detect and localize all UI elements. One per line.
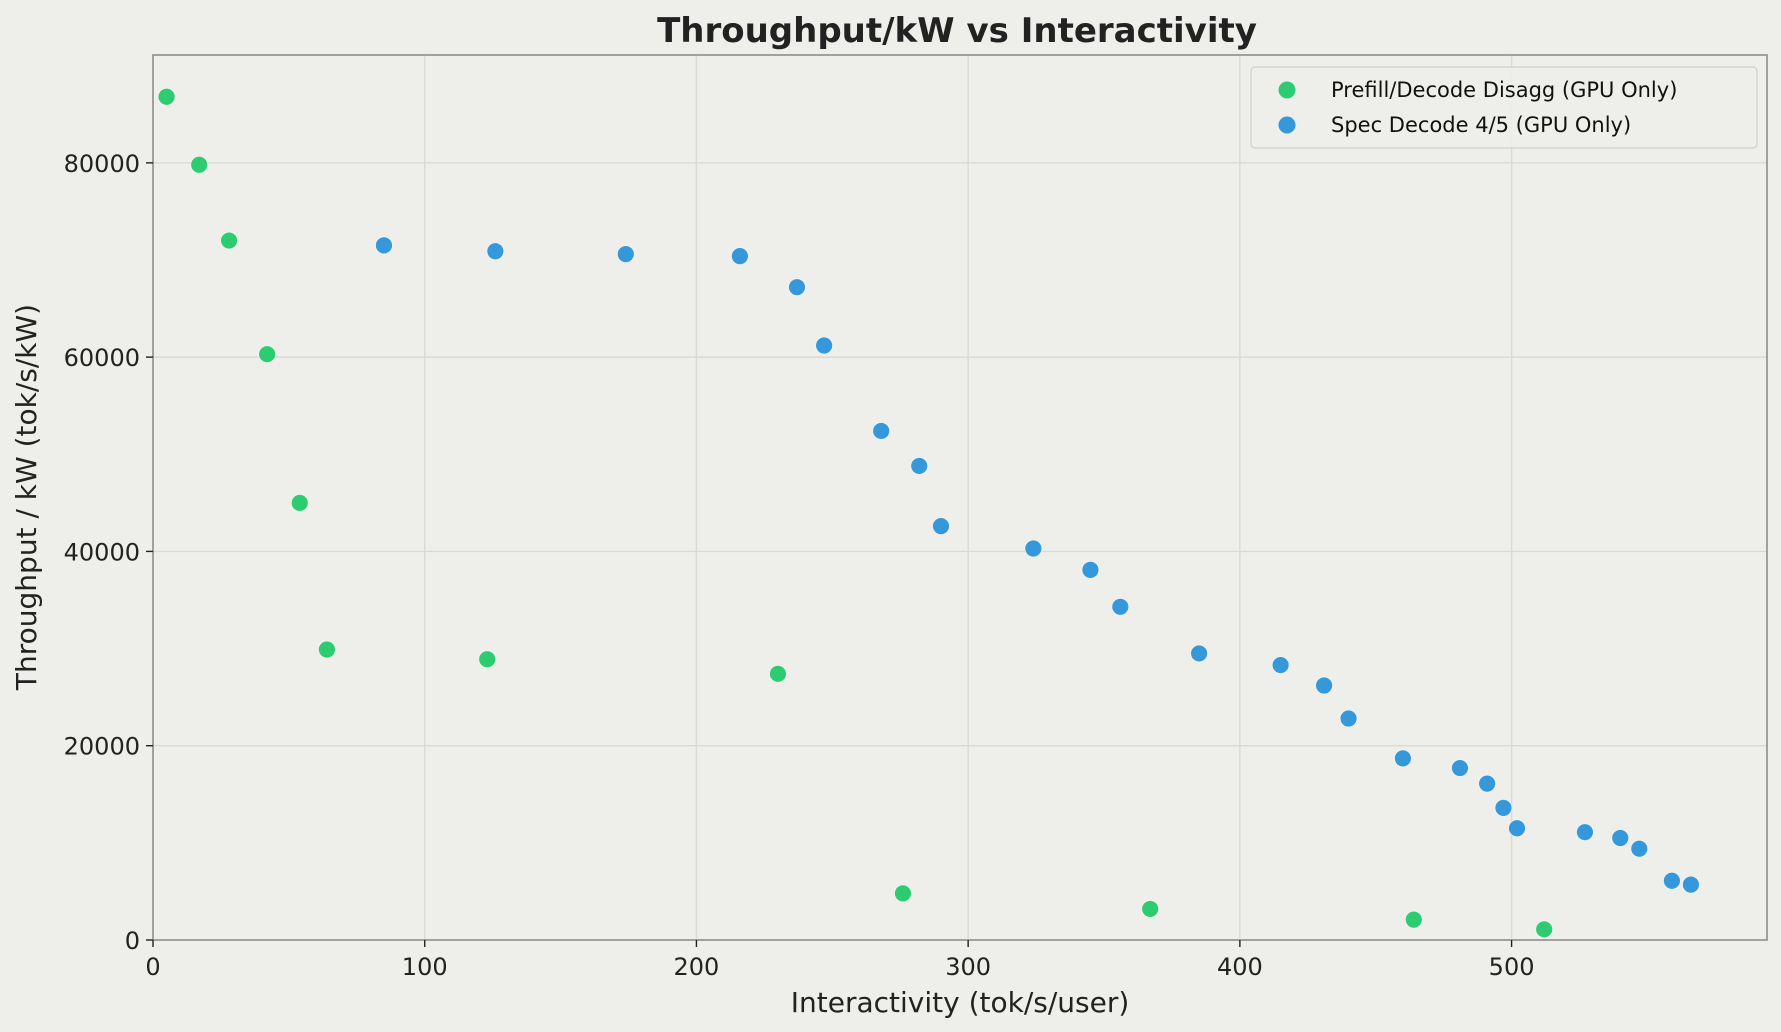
point-spec-decode <box>1339 709 1358 728</box>
point-spec-decode <box>788 278 806 297</box>
plot-frame <box>152 54 1768 941</box>
point-spec-decode <box>486 242 505 261</box>
point-spec-decode <box>1682 875 1700 894</box>
legend-marker-prefill-decode <box>1278 81 1296 99</box>
point-spec-decode <box>910 457 929 475</box>
point-spec-decode <box>1494 798 1513 817</box>
point-spec-decode <box>731 247 749 265</box>
point-spec-decode <box>616 245 635 264</box>
x-tick-label: 400 <box>1217 953 1263 981</box>
point-spec-decode <box>1478 774 1497 793</box>
point-spec-decode <box>1611 829 1630 847</box>
chart-title: Throughput/kW vs Interactivity <box>657 11 1257 51</box>
y-axis-ticks: 0 20000 40000 60000 80000 <box>64 150 153 955</box>
legend: Prefill/Decode Disagg (GPU Only) Spec De… <box>1250 66 1758 149</box>
y-tick-label: 0 <box>125 927 140 955</box>
point-spec-decode <box>1271 656 1290 674</box>
point-spec-decode <box>1024 539 1043 558</box>
y-tick-label: 40000 <box>64 538 140 566</box>
x-tick-label: 0 <box>145 953 160 981</box>
point-prefill-decode <box>769 664 787 683</box>
y-tick-label: 20000 <box>64 733 140 761</box>
point-prefill-decode <box>157 87 176 106</box>
point-prefill-decode <box>1404 910 1423 929</box>
x-axis-ticks: 0 100 200 300 400 500 <box>145 940 1534 981</box>
legend-label-spec-decode: Spec Decode 4/5 (GPU Only) <box>1331 113 1631 137</box>
point-spec-decode <box>1111 597 1130 616</box>
y-tick-label: 80000 <box>64 150 140 178</box>
y-tick-label: 60000 <box>64 344 140 372</box>
point-prefill-decode <box>1141 900 1160 918</box>
point-spec-decode <box>1393 749 1412 768</box>
legend-marker-spec-decode <box>1278 116 1296 134</box>
point-prefill-decode <box>220 231 238 250</box>
x-tick-label: 200 <box>674 953 720 981</box>
gridlines <box>153 55 1767 940</box>
x-tick-label: 300 <box>945 953 991 981</box>
point-prefill-decode <box>1535 920 1554 939</box>
point-spec-decode <box>1630 839 1649 858</box>
data-points <box>157 87 1700 939</box>
point-spec-decode <box>1662 871 1681 890</box>
point-prefill-decode <box>894 884 912 903</box>
point-spec-decode <box>932 517 950 536</box>
point-prefill-decode <box>190 155 209 174</box>
legend-box <box>1250 66 1758 149</box>
point-spec-decode <box>1190 644 1209 663</box>
y-axis-label: Throughput / kW (tok/s/kW) <box>10 304 43 691</box>
point-prefill-decode <box>258 345 277 364</box>
legend-label-prefill-decode: Prefill/Decode Disagg (GPU Only) <box>1331 78 1677 102</box>
point-spec-decode <box>872 422 891 440</box>
point-spec-decode <box>1576 823 1594 842</box>
point-prefill-decode <box>478 650 497 669</box>
point-spec-decode <box>1081 560 1100 579</box>
point-spec-decode <box>1451 759 1469 777</box>
x-tick-label: 500 <box>1489 953 1535 981</box>
point-spec-decode <box>1315 676 1334 695</box>
point-spec-decode <box>375 236 393 255</box>
point-spec-decode <box>815 336 834 355</box>
point-prefill-decode <box>290 493 309 512</box>
point-prefill-decode <box>317 640 336 659</box>
x-tick-label: 100 <box>402 953 448 981</box>
point-spec-decode <box>1508 819 1526 838</box>
x-axis-label: Interactivity (tok/s/user) <box>791 986 1130 1019</box>
